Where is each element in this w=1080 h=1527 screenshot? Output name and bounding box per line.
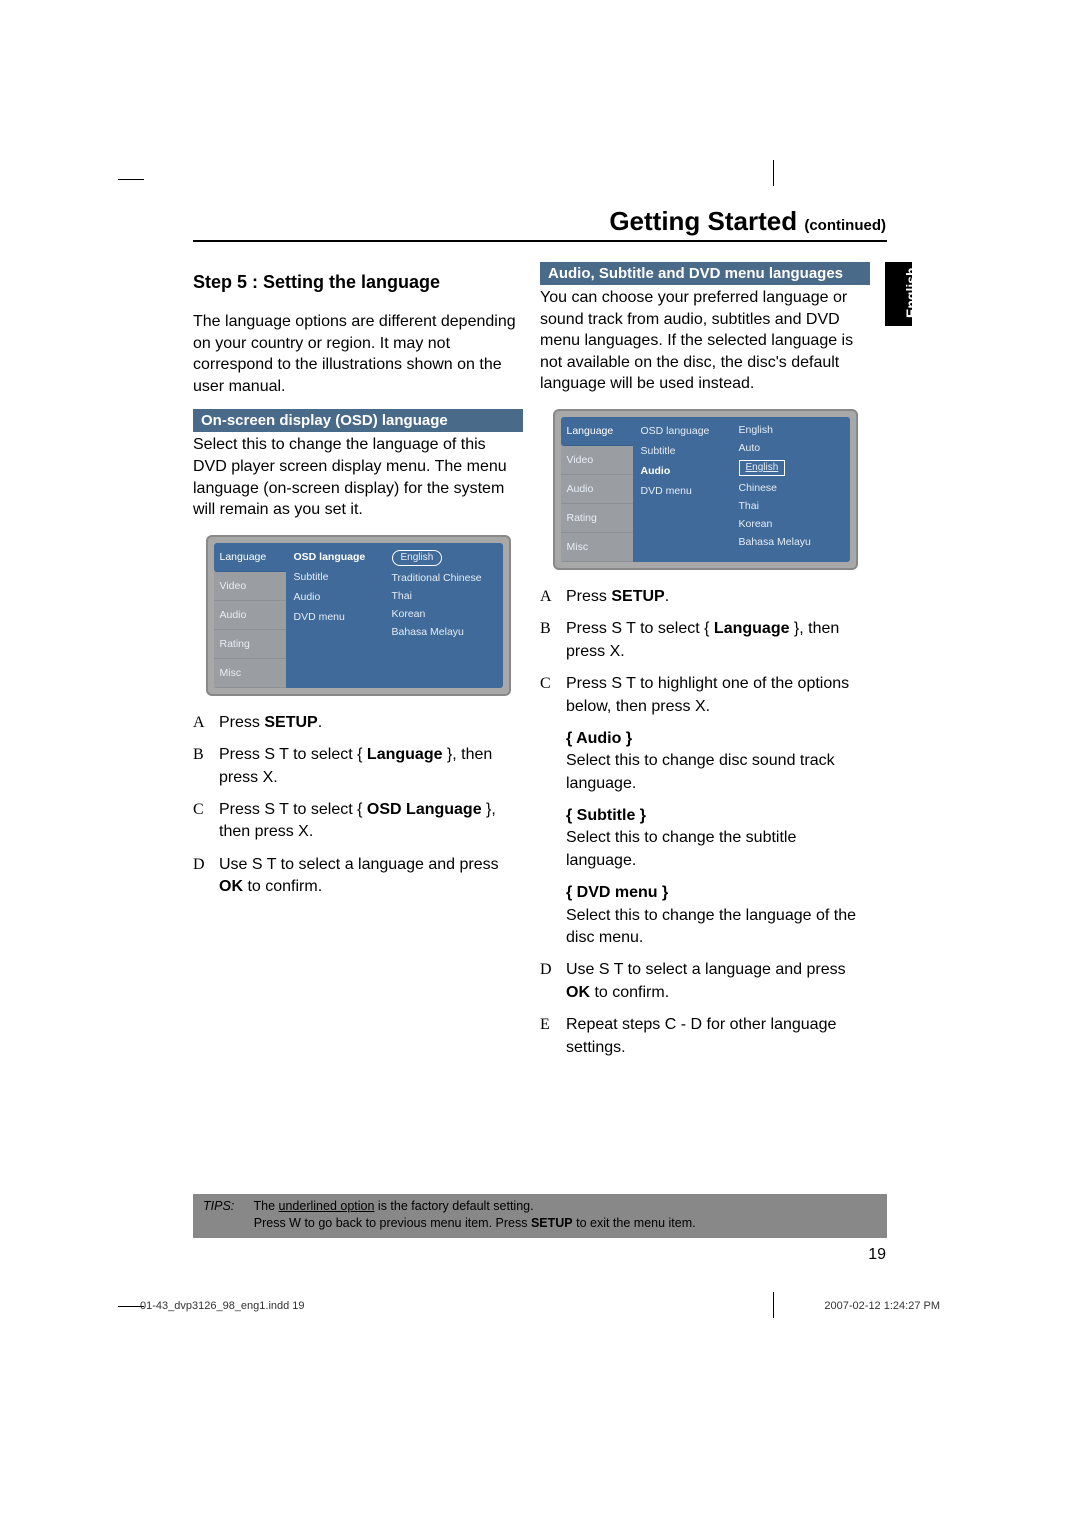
step-text: Press S T to select { Language }, then p… [219, 746, 492, 785]
osd-value: Bahasa Melayu [729, 533, 850, 551]
option-label: { Audio } [566, 728, 870, 750]
osd-tab: Audio [561, 475, 633, 504]
step-item: B Press S T to select { Language }, then … [193, 744, 523, 789]
osd-values-column: EnglishTraditional ChineseThaiKoreanBaha… [382, 543, 503, 688]
osd-mid-item: Subtitle [633, 441, 729, 461]
left-intro: The language options are different depen… [193, 311, 523, 397]
right-steps-bottom: D Use S T to select a language and press … [540, 959, 870, 1059]
tips-line2: Press W to go back to previous menu item… [254, 1216, 696, 1230]
step-text: Press SETUP. [566, 588, 669, 605]
step-text: Press S T to highlight one of the option… [566, 675, 849, 714]
osd-mid-item: DVD menu [633, 481, 729, 501]
audio-section-text: You can choose your preferred language o… [540, 287, 870, 395]
osd-mid-column: OSD languageSubtitleAudioDVD menu [286, 543, 382, 688]
step-letter: C [540, 673, 551, 695]
footer-left: 01-43_dvp3126_98_eng1.indd 19 [140, 1300, 305, 1312]
language-side-tab: English [885, 262, 912, 326]
step-text: Use S T to select a language and press O… [566, 961, 846, 1000]
step-item: C Press S T to select { OSD Language }, t… [193, 799, 523, 844]
osd-value: English [382, 547, 503, 569]
osd-tab: Audio [214, 601, 286, 630]
osd-mid-item: Audio [633, 461, 729, 481]
osd-mid-item: Audio [286, 587, 382, 607]
step-item: D Use S T to select a language and press … [193, 854, 523, 899]
footer-right: 2007-02-12 1:24:27 PM [824, 1300, 940, 1312]
osd-section-bar: On-screen display (OSD) language [193, 409, 523, 432]
osd-screenshot-right: LanguageVideoAudioRatingMisc OSD languag… [553, 409, 858, 570]
tips-bar: TIPS: The underlined option is the facto… [193, 1194, 887, 1238]
left-steps: A Press SETUP. B Press S T to select { Lang… [193, 712, 523, 899]
step-text: Use S T to select a language and press O… [219, 856, 499, 895]
osd-tab: Language [561, 417, 633, 446]
option-text: Select this to change the subtitle langu… [566, 827, 870, 872]
option-block: { Subtitle }Select this to change the su… [566, 805, 870, 872]
osd-screenshot-left: LanguageVideoAudioRatingMisc OSD languag… [206, 535, 511, 696]
step-item: A Press SETUP. [193, 712, 523, 734]
step-letter: B [540, 618, 551, 640]
step-letter: E [540, 1014, 550, 1036]
osd-mid-item: OSD language [633, 421, 729, 441]
step-text: Press S T to select { Language }, then p… [566, 620, 839, 659]
step-letter: C [193, 799, 204, 821]
tips-label: TIPS: [203, 1199, 234, 1213]
osd-value: Korean [729, 515, 850, 533]
tips-line1: The underlined option is the factory def… [254, 1199, 534, 1213]
osd-tab: Video [214, 572, 286, 601]
step-text: Press SETUP. [219, 714, 322, 731]
page-number: 19 [868, 1246, 886, 1264]
step-letter: D [540, 959, 552, 981]
osd-mid-item: DVD menu [286, 607, 382, 627]
step-letter: A [540, 586, 552, 608]
osd-tabs: LanguageVideoAudioRatingMisc [214, 543, 286, 688]
osd-tab: Rating [561, 504, 633, 533]
osd-tabs: LanguageVideoAudioRatingMisc [561, 417, 633, 562]
option-block: { DVD menu }Select this to change the la… [566, 882, 870, 949]
osd-value: Auto [729, 439, 850, 457]
osd-tab: Video [561, 446, 633, 475]
step-heading: Step 5 : Setting the language [193, 272, 523, 293]
osd-value: English [729, 457, 850, 479]
step-text: Repeat steps C - D for other language se… [566, 1016, 836, 1055]
osd-value: Thai [729, 497, 850, 515]
title-rule [193, 240, 887, 242]
step-item: B Press S T to select { Language }, then … [540, 618, 870, 663]
osd-values-column: EnglishAutoEnglishChineseThaiKoreanBahas… [729, 417, 850, 562]
osd-section-text: Select this to change the language of th… [193, 434, 523, 520]
option-text: Select this to change disc sound track l… [566, 750, 870, 795]
option-label: { DVD menu } [566, 882, 870, 904]
right-options: { Audio }Select this to change disc soun… [540, 728, 870, 950]
osd-value: Thai [382, 587, 503, 605]
osd-value: Bahasa Melayu [382, 623, 503, 641]
osd-value: English [729, 421, 850, 439]
step-item: D Use S T to select a language and press … [540, 959, 870, 1004]
osd-tab: Language [214, 543, 286, 572]
step-letter: B [193, 744, 204, 766]
step-item: A Press SETUP. [540, 586, 870, 608]
option-block: { Audio }Select this to change disc soun… [566, 728, 870, 795]
osd-mid-item: Subtitle [286, 567, 382, 587]
left-column: Step 5 : Setting the language The langua… [193, 262, 523, 908]
osd-mid-column: OSD languageSubtitleAudioDVD menu [633, 417, 729, 562]
right-steps-top: A Press SETUP. B Press S T to select { Lang… [540, 586, 870, 718]
osd-mid-item: OSD language [286, 547, 382, 567]
option-label: { Subtitle } [566, 805, 870, 827]
step-letter: D [193, 854, 205, 876]
option-text: Select this to change the language of th… [566, 905, 870, 950]
page-title-main: Getting Started [609, 206, 797, 236]
page-title: Getting Started (continued) [609, 206, 886, 237]
right-column: Audio, Subtitle and DVD menu languages Y… [540, 262, 870, 1069]
language-side-tab-label: English [903, 267, 919, 318]
osd-tab: Rating [214, 630, 286, 659]
page-title-suffix: (continued) [804, 217, 886, 234]
osd-value: Korean [382, 605, 503, 623]
osd-tab: Misc [561, 533, 633, 562]
osd-value: Traditional Chinese [382, 569, 503, 587]
step-item: E Repeat steps C - D for other language s… [540, 1014, 870, 1059]
step-text: Press S T to select { OSD Language }, th… [219, 801, 496, 840]
step-letter: A [193, 712, 205, 734]
audio-section-bar: Audio, Subtitle and DVD menu languages [540, 262, 870, 285]
osd-value: Chinese [729, 479, 850, 497]
step-item: C Press S T to highlight one of the optio… [540, 673, 870, 718]
osd-tab: Misc [214, 659, 286, 688]
